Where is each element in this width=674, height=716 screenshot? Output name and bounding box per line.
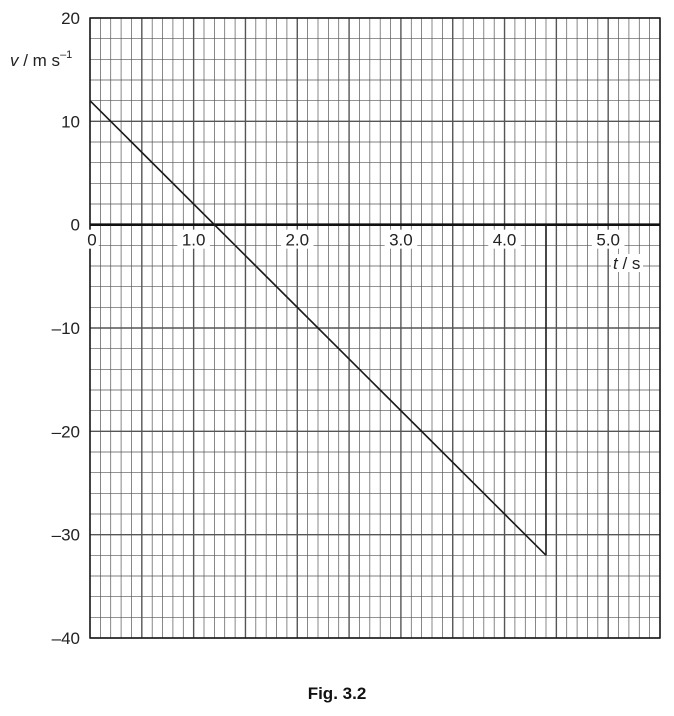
x-axis-variable: t: [613, 254, 619, 273]
x-tick-label-background: [85, 229, 99, 249]
x-tick-labels: 0 1.0 2.0 3.0 4.0 5.0: [85, 229, 625, 250]
x-tick-label-background: [488, 229, 521, 249]
x-axis-unit: / s: [618, 254, 641, 273]
y-tick-label: 0: [71, 216, 80, 235]
y-tick-label: 10: [61, 112, 80, 131]
y-tick-label: –30: [52, 526, 80, 545]
x-axis-label-group: t / s: [611, 254, 643, 273]
x-axis-label-background: [611, 254, 643, 272]
y-axis-unit: / m s: [19, 51, 61, 70]
x-tick-label: 3.0: [389, 231, 413, 250]
figure-caption: Fig. 3.2: [307, 684, 367, 703]
x-tick-label: 2.0: [285, 231, 309, 250]
y-tick-label: –10: [52, 319, 80, 338]
x-tick-label-background: [591, 229, 625, 249]
velocity-line: [89, 100, 547, 556]
x-tick-label-background: [281, 229, 314, 249]
x-tick-label: 1.0: [182, 231, 206, 250]
y-tick-label: 20: [61, 9, 80, 28]
plot-series: [89, 100, 547, 556]
plot-frame: [89, 17, 661, 639]
x-tick-label: 5.0: [596, 231, 620, 250]
y-tick-label: –40: [52, 629, 80, 648]
grid-major-lines: [89, 17, 661, 639]
y-axis-unit-exponent: –1: [60, 49, 72, 61]
x-tick-label: 0: [87, 231, 96, 250]
x-tick-label-background: [177, 229, 210, 249]
x-tick-label-background: [384, 229, 418, 249]
x-tick-label: 4.0: [493, 231, 517, 250]
y-axis-label: v / m s–1: [10, 49, 72, 70]
y-tick-labels: 20 10 0 –10 –20 –30 –40: [52, 9, 80, 648]
y-tick-label: –20: [52, 422, 80, 441]
y-axis-variable: v: [10, 51, 20, 70]
x-axis-label: t / s: [613, 254, 640, 273]
